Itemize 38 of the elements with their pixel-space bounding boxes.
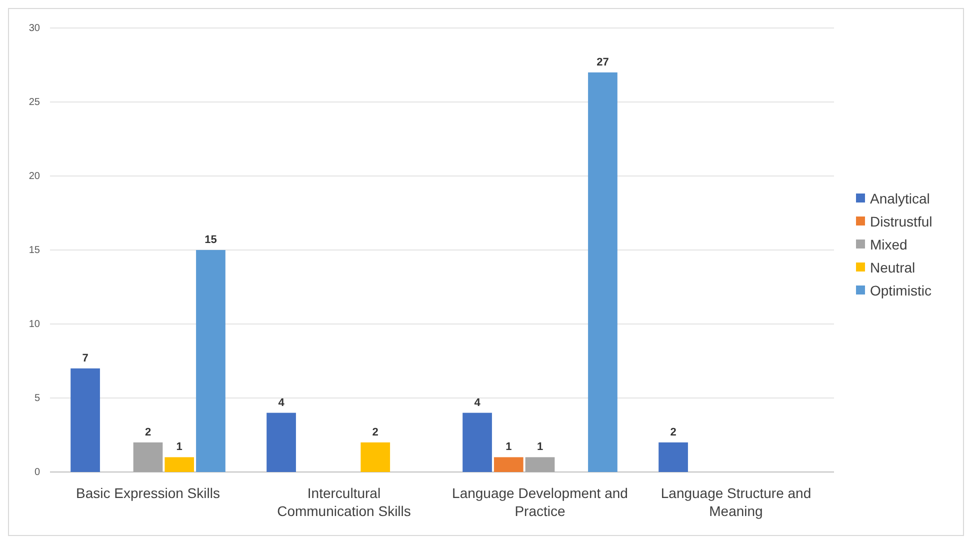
bar <box>462 412 492 472</box>
bar <box>525 457 555 472</box>
bar <box>494 457 524 472</box>
bar <box>266 412 296 472</box>
data-label: 2 <box>144 426 152 438</box>
data-label: 4 <box>278 396 286 409</box>
bar <box>588 72 618 472</box>
legend-label: Analytical <box>870 190 930 206</box>
bar <box>164 457 194 472</box>
y-tick-label: 10 <box>28 319 40 330</box>
y-tick-label: 5 <box>34 393 40 404</box>
data-label: 7 <box>82 352 88 364</box>
legend-label: Optimistic <box>870 282 932 298</box>
x-tick-label: Intercultural Communication Skills <box>277 485 411 519</box>
y-tick-label: 0 <box>34 467 40 478</box>
data-label: 1 <box>176 441 182 454</box>
y-tick-label: 15 <box>28 245 40 256</box>
data-label: 2 <box>670 426 676 438</box>
x-tick-label: Language Structure and Meaning <box>660 485 812 519</box>
bar <box>658 442 688 472</box>
y-tick-label: 25 <box>28 97 40 108</box>
data-label: 27 <box>596 56 609 68</box>
legend-label: Mixed <box>870 236 908 252</box>
data-label: 1 <box>506 441 512 454</box>
x-tick-label: Basic Expression Skills <box>76 485 220 501</box>
data-label: 1 <box>536 441 544 454</box>
bar <box>360 442 390 472</box>
y-tick-label: 30 <box>28 23 40 34</box>
legend-label: Distrustful <box>870 213 932 230</box>
data-label: 4 <box>474 396 482 409</box>
y-tick-label: 20 <box>28 171 40 182</box>
bar <box>70 368 100 472</box>
x-tick-label: Language Development and Practice <box>452 485 628 519</box>
legend-label: Neutral <box>870 259 916 276</box>
bar <box>196 250 226 472</box>
bar <box>133 442 163 472</box>
data-label: 15 <box>204 234 217 246</box>
data-label: 2 <box>372 426 378 438</box>
